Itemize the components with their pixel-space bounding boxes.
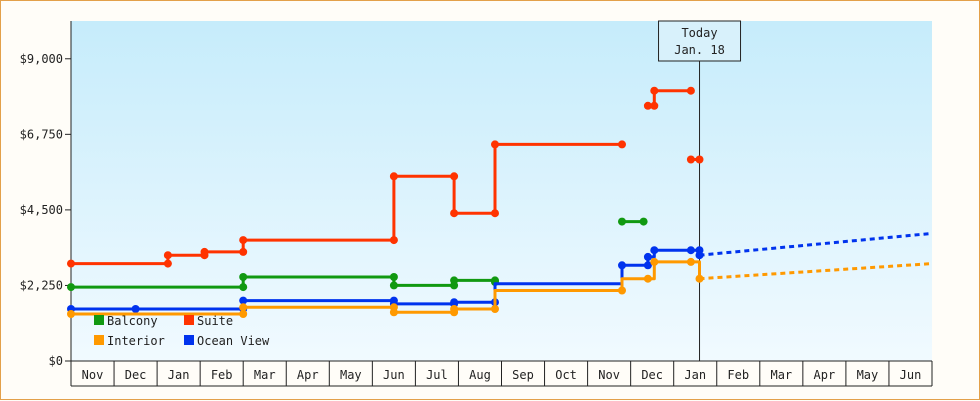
suite-series-line — [71, 142, 622, 266]
ocean-view-point — [239, 296, 248, 305]
ocean-view-point — [650, 246, 659, 255]
interior-series-line — [71, 260, 701, 316]
suite-point — [686, 86, 695, 95]
suite-point — [686, 155, 695, 164]
suite-point — [163, 259, 172, 268]
legend-label-ocean-view: Ocean View — [197, 334, 270, 348]
x-tick-label: Oct — [555, 368, 577, 382]
x-tick-label: Mar — [770, 368, 792, 382]
y-tick-label: $9,000 — [20, 52, 63, 66]
x-tick-label: May — [340, 368, 362, 382]
balcony-point — [389, 281, 398, 290]
today-label-line2: Jan. 18 — [674, 43, 725, 57]
interior-point — [389, 308, 398, 317]
legend-swatch-balcony — [94, 315, 104, 325]
x-tick-label: Dec — [125, 368, 147, 382]
ocean-view-point — [695, 251, 704, 260]
suite-point — [618, 140, 626, 149]
balcony-point — [239, 283, 248, 292]
y-tick-label: $0 — [49, 354, 63, 368]
today-label-box — [658, 20, 742, 62]
interior-point — [650, 257, 659, 266]
suite-point — [491, 140, 499, 149]
suite-point — [67, 259, 75, 268]
balcony-point — [618, 217, 626, 226]
x-tick-label: Jun — [383, 368, 405, 382]
balcony-point — [389, 273, 398, 281]
legend-label-suite: Suite — [197, 314, 233, 328]
suite-point — [695, 155, 704, 164]
x-tick-label: Jul — [426, 368, 448, 382]
ocean-view-point — [450, 298, 459, 307]
suite-point — [643, 101, 652, 110]
y-tick-label: $6,750 — [20, 127, 63, 141]
ocean-view-forecast-line — [699, 231, 933, 257]
y-tick-label: $2,250 — [20, 278, 63, 292]
suite-point — [450, 172, 459, 181]
x-tick-label: Mar — [254, 368, 276, 382]
ocean-view-point — [686, 246, 695, 255]
suite-point — [650, 101, 659, 110]
interior-point — [491, 305, 499, 313]
legend-label-balcony: Balcony — [107, 314, 158, 328]
suite-point — [650, 86, 659, 95]
x-tick-label: Nov — [82, 368, 104, 382]
balcony-point — [239, 273, 248, 281]
legend-swatch-interior — [94, 335, 104, 345]
ocean-view-point — [643, 252, 652, 261]
interior-point — [239, 310, 248, 318]
interior-point — [67, 310, 75, 318]
suite-point — [389, 236, 398, 245]
interior-point — [618, 286, 626, 295]
ocean-view-point — [131, 305, 140, 313]
x-tick-label: Jan — [168, 368, 190, 382]
interior-point — [239, 303, 248, 312]
x-tick-label: Sep — [512, 368, 534, 382]
plot-area — [71, 21, 932, 361]
legend-swatch-suite — [184, 315, 194, 325]
suite-point — [491, 209, 499, 218]
balcony-point — [67, 283, 75, 292]
suite-point — [389, 172, 398, 181]
x-tick-label: Jun — [900, 368, 922, 382]
ocean-view-point — [618, 261, 626, 270]
suite-point — [239, 236, 248, 245]
interior-point — [643, 274, 652, 283]
x-tick-label: Apr — [297, 368, 319, 382]
x-tick-label: May — [857, 368, 879, 382]
interior-point — [695, 274, 704, 283]
x-tick-label: Dec — [641, 368, 663, 382]
x-tick-label: Feb — [211, 368, 233, 382]
y-tick-label: $4,500 — [20, 203, 63, 217]
x-tick-label: Jan — [684, 368, 706, 382]
x-tick-label: Nov — [598, 368, 620, 382]
x-tick-label: Feb — [727, 368, 749, 382]
legend-label-interior: Interior — [107, 334, 165, 348]
suite-point — [450, 209, 459, 218]
interior-forecast-line — [699, 262, 933, 281]
x-tick-label: Apr — [814, 368, 836, 382]
balcony-point — [639, 217, 648, 226]
today-label-line1: Today — [681, 26, 717, 40]
x-tick-label: Aug — [469, 368, 491, 382]
ocean-view-point — [643, 261, 652, 270]
suite-point — [200, 247, 209, 256]
legend-swatch-ocean-view — [184, 335, 194, 345]
suite-point — [163, 251, 172, 260]
suite-point — [239, 247, 248, 256]
interior-point — [450, 305, 459, 313]
balcony-point — [450, 276, 459, 285]
ocean-view-series-line — [71, 248, 701, 311]
interior-point — [686, 257, 695, 266]
